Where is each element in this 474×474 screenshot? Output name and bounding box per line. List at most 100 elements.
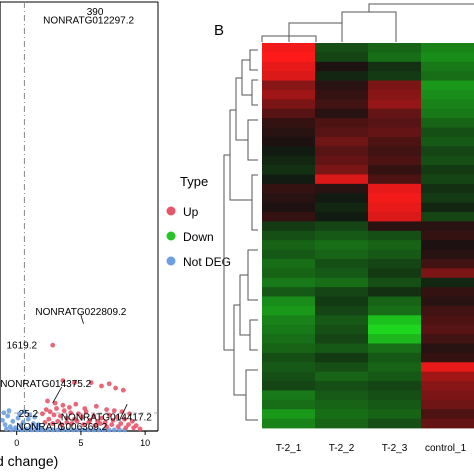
point-annotation: NONRATG014375.2 — [0, 379, 91, 390]
up-point — [45, 398, 50, 404]
heatmap-cell — [262, 221, 316, 232]
heatmap-cell — [262, 277, 316, 288]
x-tick-label: 5 — [78, 438, 83, 448]
heatmap-cell — [368, 334, 422, 344]
callout-line — [80, 315, 84, 324]
not-deg-point — [111, 427, 117, 433]
up-point — [60, 402, 66, 408]
heatmap-cell — [315, 43, 369, 53]
not-deg-point — [81, 427, 86, 433]
not-deg-point — [4, 426, 9, 432]
heatmap-cell — [315, 399, 369, 410]
heatmap-cell — [315, 193, 369, 204]
heatmap-cell — [421, 43, 474, 53]
up-point — [64, 415, 70, 421]
heatmap-cell — [315, 80, 369, 91]
heatmap-cell — [368, 418, 422, 429]
heatmap-cell — [368, 127, 422, 138]
not-deg-point — [10, 418, 16, 424]
up-point — [54, 406, 59, 411]
up-point — [92, 423, 98, 428]
heatmap-cell — [421, 240, 474, 250]
up-point — [74, 418, 80, 424]
point-annotation: NONRATG022809.2 — [35, 307, 126, 318]
not-deg-point — [101, 427, 107, 433]
heatmap-cell — [262, 362, 316, 373]
heatmap-cell — [315, 174, 369, 185]
up-point — [43, 407, 49, 412]
heatmap-cell — [262, 52, 316, 63]
heatmap-cell — [315, 118, 369, 128]
heatmap-cell — [368, 146, 422, 157]
heatmap-cell — [368, 315, 422, 326]
heatmap-cell — [368, 89, 422, 100]
heatmap-cell — [262, 268, 316, 279]
legend-up-label: Up — [183, 205, 199, 219]
up-point — [60, 378, 66, 383]
heatmap-cell — [262, 174, 316, 185]
up-point — [81, 422, 86, 427]
x-tick-label: 0 — [14, 438, 19, 448]
not-deg-point — [5, 413, 11, 419]
up-point — [58, 413, 63, 419]
up-point — [72, 380, 77, 386]
heatmap-cell — [421, 52, 474, 63]
up-point — [106, 381, 112, 387]
legend-notdeg-swatch — [166, 256, 176, 266]
heatmap-cell — [368, 183, 422, 194]
not-deg-point — [15, 415, 21, 421]
not-deg-point — [50, 427, 56, 433]
legend-down-label: Down — [183, 230, 214, 244]
heatmap-cell — [262, 296, 316, 307]
heatmap-cell — [262, 99, 316, 110]
heatmap-cell — [368, 80, 422, 91]
heatmap-cell — [368, 287, 422, 297]
heatmap-cell — [262, 381, 316, 391]
heatmap-cell — [421, 136, 474, 147]
not-deg-point — [106, 427, 112, 433]
heatmap-cell — [368, 118, 422, 128]
heatmap-cell — [421, 230, 474, 241]
heatmap-column-labels: T-2_1 T-2_2 T-2_3 control_1 — [276, 443, 467, 454]
heatmap-cell — [421, 268, 474, 279]
heatmap-cell — [421, 399, 474, 410]
legend: Type Up Down Not DEG — [166, 174, 231, 269]
heatmap-cell — [262, 118, 316, 128]
up-point — [64, 420, 70, 425]
not-deg-point — [36, 422, 41, 427]
heatmap-cell — [315, 334, 369, 344]
heatmap-cell — [368, 343, 422, 354]
up-point — [42, 420, 48, 425]
heatmap-cell — [315, 146, 369, 157]
heatmap-cell — [368, 165, 422, 175]
heatmap-cell — [421, 146, 474, 157]
heatmap-cell — [421, 99, 474, 110]
heatmap-cell — [262, 371, 316, 382]
not-deg-point — [32, 414, 38, 420]
heatmap-cell — [368, 324, 422, 335]
heatmap-cell — [315, 362, 369, 373]
callout-lines — [52, 315, 128, 430]
heatmap-cell — [315, 89, 369, 100]
up-point — [47, 409, 53, 415]
heatmap-cell — [368, 71, 422, 81]
point-annotation: NONRATG012297.2 — [43, 16, 134, 27]
heatmap-cell — [262, 127, 316, 138]
heatmap-cell — [421, 183, 474, 194]
heatmap-cell — [315, 52, 369, 63]
heatmap-cell — [421, 108, 474, 119]
heatmap-cell — [262, 399, 316, 410]
point-annotation: 25.2 — [19, 409, 39, 420]
heatmap-cell — [262, 334, 316, 344]
point-annotation: NONRATG014417.2 — [61, 412, 152, 423]
heatmap-cell — [315, 136, 369, 147]
not-deg-point — [55, 427, 61, 433]
heatmap-cell — [421, 202, 474, 213]
heatmap-cell — [368, 249, 422, 260]
heatmap-cell — [421, 409, 474, 420]
heatmap-cell — [421, 324, 474, 335]
heatmap-cell — [421, 362, 474, 373]
heatmap-cell — [421, 61, 474, 72]
heatmap-cell — [315, 221, 369, 232]
not-deg-point — [2, 422, 8, 427]
